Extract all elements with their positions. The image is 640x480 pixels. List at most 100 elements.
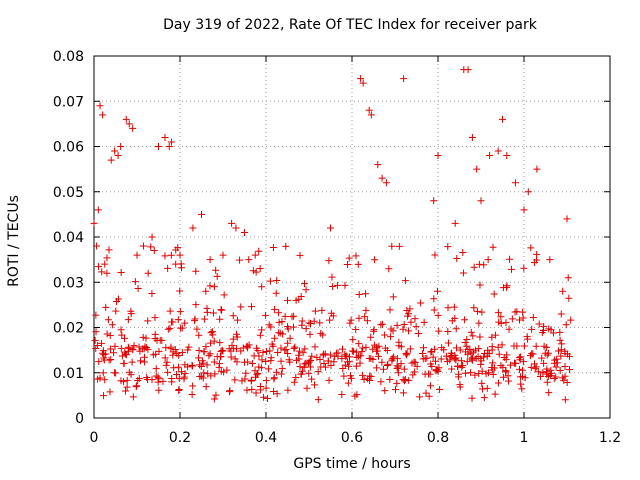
data-point [367,111,375,119]
data-point [218,306,226,314]
data-point [345,254,353,262]
y-tick-label: 0.01 [53,366,84,382]
data-point [296,251,304,259]
data-point [217,306,225,314]
data-point [209,331,217,339]
data-point [184,363,192,371]
data-point [561,372,569,380]
data-point [130,342,138,350]
data-point [209,309,217,317]
data-point [533,165,541,173]
data-point [495,350,503,358]
data-point [359,371,367,379]
data-point [502,319,510,327]
data-point [112,369,120,377]
data-point [136,347,144,355]
data-point [206,282,214,290]
data-point [361,313,369,321]
data-point [347,316,355,324]
data-point [477,360,485,368]
data-point [141,343,149,351]
data-point [229,312,237,320]
data-point [526,352,534,360]
data-point [139,333,147,341]
data-point [421,355,429,362]
data-point [377,321,385,329]
data-point [135,343,143,351]
data-point [381,344,389,352]
data-point [305,319,313,327]
data-point [564,274,572,282]
data-point [254,347,262,355]
data-point [106,332,114,340]
data-point [292,374,300,382]
data-point [158,337,166,345]
data-point [267,354,275,362]
data-point [191,317,199,325]
data-point [197,362,205,370]
data-point [494,309,502,317]
data-point [275,318,283,326]
data-point [510,342,518,350]
data-point [390,353,398,361]
data-point [381,387,389,395]
data-point [491,331,499,339]
data-point [236,256,244,264]
data-point [239,344,247,352]
data-point [325,376,333,384]
data-point [497,362,505,370]
data-point [370,327,378,335]
data-point [241,375,249,383]
data-point [456,346,464,354]
data-point [402,350,410,358]
data-point [302,286,310,294]
data-point [539,369,547,377]
data-point [259,348,267,356]
data-point [167,343,175,351]
data-point [430,295,438,303]
data-point [446,356,454,364]
y-tick-label: 0.06 [53,140,84,156]
data-point [93,342,101,350]
data-point [233,358,241,366]
data-point [178,368,186,376]
data-point [444,243,452,251]
data-point [416,393,424,401]
data-point [300,363,308,371]
data-point [556,367,564,375]
data-point [223,366,231,374]
data-point [163,358,171,366]
data-point [162,361,170,369]
data-point [430,197,438,205]
data-point [538,354,546,362]
data-point [213,272,221,280]
data-point [252,373,260,381]
data-point [550,375,558,383]
data-point [471,371,479,379]
data-point [549,329,557,337]
data-point [271,305,279,313]
data-point [251,251,259,259]
data-point [103,269,111,277]
data-point [503,351,511,359]
data-point [129,345,137,353]
data-point [478,379,486,387]
data-point [432,357,440,365]
data-point [311,307,319,315]
data-point [107,345,115,353]
data-point [265,321,273,329]
data-point [436,386,444,394]
data-point [320,359,328,367]
data-point [425,392,433,400]
data-point [469,354,477,362]
data-point [472,354,480,362]
data-point [530,360,538,368]
data-point [413,362,421,370]
data-point [100,351,108,359]
data-point [103,254,111,262]
data-point [205,352,213,360]
data-point [305,369,313,377]
data-point [159,377,167,385]
data-point [428,363,436,371]
data-point [288,313,296,321]
